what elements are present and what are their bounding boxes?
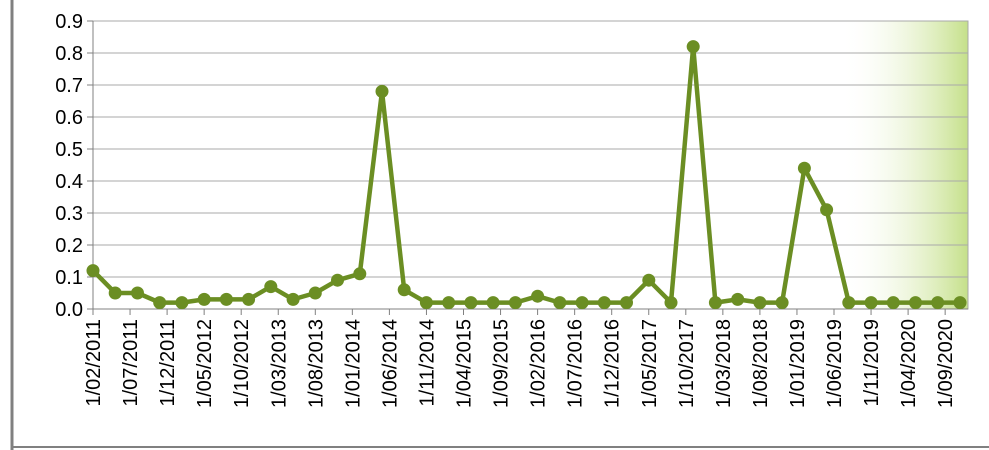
x-tick-label: 1/05/2017 bbox=[639, 319, 661, 408]
data-point bbox=[242, 292, 256, 306]
x-tick-label: 1/07/2011 bbox=[120, 319, 142, 407]
x-tick-label: 1/08/2013 bbox=[305, 319, 327, 408]
data-point bbox=[286, 292, 300, 306]
x-tick-label: 1/11/2019 bbox=[861, 319, 883, 407]
x-tick-label: 1/04/2015 bbox=[454, 319, 476, 408]
data-point bbox=[731, 292, 745, 306]
data-point bbox=[197, 292, 211, 306]
data-point bbox=[464, 296, 478, 310]
data-point bbox=[175, 296, 189, 310]
y-tick-label: 0.4 bbox=[55, 171, 83, 193]
x-tick-label: 1/09/2015 bbox=[491, 319, 513, 408]
data-point bbox=[753, 296, 767, 310]
x-tick-label: 1/10/2012 bbox=[231, 319, 253, 408]
x-tick-label: 1/01/2019 bbox=[787, 319, 809, 408]
series-line bbox=[91, 44, 960, 305]
data-point bbox=[797, 161, 811, 175]
plot-border bbox=[92, 20, 969, 310]
x-tick-label: 1/12/2016 bbox=[602, 319, 624, 408]
data-point bbox=[575, 296, 589, 310]
data-point bbox=[331, 273, 344, 287]
x-tick-label: 1/06/2019 bbox=[824, 319, 846, 408]
data-point bbox=[219, 292, 233, 306]
data-point bbox=[953, 296, 967, 310]
data-point bbox=[486, 296, 500, 310]
x-axis-ticks: 1/02/2011 1/07/2011 1/12/2011 1/05/2012 1/10… bbox=[83, 308, 968, 408]
x-tick-label: 1/11/2014 bbox=[416, 319, 438, 407]
series-group bbox=[86, 40, 967, 310]
y-tick-label: 0.1 bbox=[55, 267, 83, 289]
gridlines bbox=[93, 20, 968, 310]
x-tick-label: 1/09/2020 bbox=[935, 319, 957, 408]
data-point bbox=[442, 296, 456, 310]
data-point bbox=[597, 296, 611, 310]
data-point bbox=[553, 296, 567, 310]
highlight-region bbox=[840, 21, 968, 309]
chart-frame bbox=[10, 0, 989, 450]
data-point bbox=[264, 280, 278, 294]
data-point bbox=[397, 283, 411, 297]
y-tick-label: 0.2 bbox=[55, 235, 83, 257]
y-tick-label: 0.3 bbox=[55, 203, 83, 225]
x-tick-label: 1/02/2016 bbox=[528, 319, 550, 408]
data-point bbox=[775, 296, 789, 310]
y-tick-label: 0.5 bbox=[55, 139, 83, 161]
y-tick-label: 0.9 bbox=[55, 11, 83, 33]
data-point bbox=[642, 273, 656, 287]
data-point bbox=[686, 40, 700, 54]
data-point bbox=[820, 203, 834, 217]
data-point bbox=[86, 264, 100, 278]
data-point bbox=[886, 296, 900, 310]
x-tick-label: 1/04/2020 bbox=[898, 319, 920, 408]
data-point bbox=[664, 296, 678, 310]
data-point bbox=[131, 286, 144, 300]
data-point bbox=[508, 296, 522, 310]
data-point bbox=[419, 296, 433, 310]
y-tick-label: 0.6 bbox=[55, 107, 83, 129]
data-point bbox=[375, 84, 389, 98]
x-tick-label: 1/03/2018 bbox=[713, 319, 735, 408]
data-point bbox=[909, 296, 922, 310]
y-tick-label: 0.7 bbox=[55, 75, 83, 97]
y-tick-label: 0.0 bbox=[55, 299, 83, 321]
y-axis-ticks: 0.0 0.1 0.2 0.3 0.4 0.5 0.6 0.7 0.8 0.9 bbox=[55, 11, 94, 321]
data-point bbox=[153, 296, 167, 310]
data-point bbox=[708, 296, 722, 310]
x-tick-label: 1/07/2016 bbox=[565, 319, 587, 408]
x-tick-label: 1/01/2014 bbox=[342, 319, 364, 408]
data-point bbox=[531, 289, 545, 303]
x-tick-label: 1/05/2012 bbox=[194, 319, 216, 408]
data-point bbox=[108, 286, 122, 300]
data-point bbox=[353, 267, 367, 281]
data-point bbox=[620, 296, 633, 310]
x-tick-label: 1/02/2011 bbox=[83, 319, 105, 407]
x-tick-label: 1/12/2011 bbox=[157, 319, 179, 407]
data-point bbox=[308, 286, 322, 300]
x-tick-label: 1/06/2014 bbox=[379, 319, 401, 408]
data-point bbox=[931, 296, 945, 310]
x-tick-label: 1/08/2018 bbox=[750, 319, 772, 408]
data-point bbox=[842, 296, 856, 310]
x-tick-label: 1/03/2013 bbox=[268, 319, 290, 408]
x-tick-label: 1/10/2017 bbox=[676, 319, 698, 408]
data-point bbox=[864, 296, 878, 310]
y-tick-label: 0.8 bbox=[55, 43, 83, 65]
